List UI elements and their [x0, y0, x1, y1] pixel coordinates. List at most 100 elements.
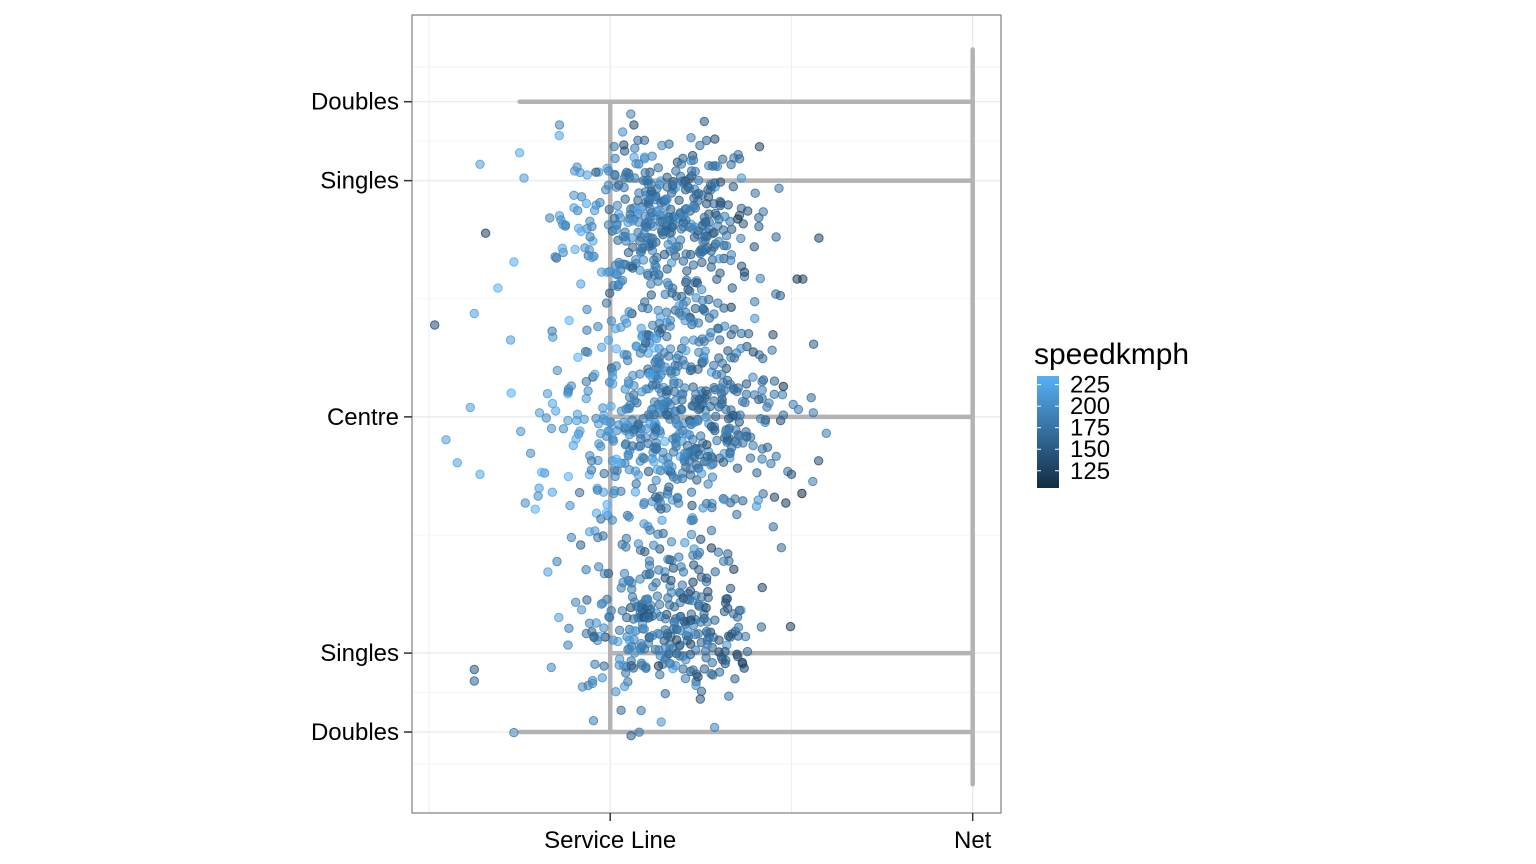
- data-point: [603, 426, 613, 436]
- data-point: [757, 454, 767, 464]
- data-point: [691, 293, 701, 303]
- data-point: [541, 413, 551, 423]
- data-point: [708, 670, 718, 680]
- data-point: [637, 660, 647, 671]
- data-point: [713, 298, 723, 308]
- data-point: [639, 519, 649, 529]
- data-point: [668, 434, 678, 444]
- data-point: [778, 381, 789, 392]
- data-point: [734, 154, 745, 164]
- data-point: [694, 175, 704, 186]
- data-point: [719, 303, 729, 313]
- data-point: [736, 343, 746, 354]
- data-point: [695, 694, 705, 704]
- data-point: [596, 514, 606, 524]
- legend-label: 225: [1070, 372, 1110, 399]
- data-point: [622, 612, 632, 623]
- data-point: [599, 468, 609, 479]
- data-point: [703, 185, 713, 195]
- data-point: [689, 544, 699, 554]
- data-point: [590, 659, 600, 669]
- data-point: [729, 384, 739, 395]
- data-point: [581, 393, 591, 404]
- data-point: [729, 353, 739, 363]
- data-point: [709, 722, 720, 733]
- data-point: [591, 618, 601, 628]
- x-axis: Service Line Net: [544, 813, 992, 854]
- data-point: [582, 595, 592, 605]
- data-point: [655, 611, 666, 622]
- data-point: [749, 242, 759, 252]
- data-point: [575, 167, 585, 178]
- data-point: [554, 120, 565, 130]
- data-point: [644, 369, 655, 380]
- data-point: [563, 471, 574, 482]
- data-point: [627, 584, 637, 594]
- data-point: [430, 320, 440, 330]
- data-point: [645, 419, 655, 429]
- data-point: [659, 366, 670, 376]
- data-point: [569, 203, 579, 213]
- data-point: [662, 264, 672, 274]
- data-point: [686, 529, 697, 540]
- data-point: [649, 397, 660, 407]
- data-point: [614, 654, 625, 664]
- data-point: [663, 593, 673, 603]
- data-point: [667, 222, 677, 233]
- data-point: [690, 303, 701, 314]
- data-point: [575, 426, 585, 436]
- data-point: [692, 278, 702, 288]
- data-point: [732, 509, 742, 520]
- data-point: [680, 383, 690, 393]
- data-point: [581, 565, 591, 575]
- data-point: [797, 488, 807, 499]
- data-point: [649, 409, 659, 420]
- data-point: [649, 540, 659, 550]
- data-point: [591, 167, 601, 177]
- data-point: [631, 341, 641, 351]
- data-point: [635, 456, 645, 466]
- data-point: [639, 624, 649, 634]
- data-point: [576, 605, 587, 615]
- data-point: [721, 427, 731, 437]
- data-point: [626, 731, 636, 741]
- data-point: [620, 384, 630, 394]
- data-point: [808, 408, 818, 418]
- data-point: [697, 468, 707, 479]
- data-point: [668, 472, 679, 482]
- data-point: [657, 399, 668, 410]
- data-point: [678, 355, 688, 365]
- data-point: [676, 404, 686, 414]
- data-point: [710, 134, 720, 144]
- data-point: [813, 456, 824, 466]
- data-point: [586, 465, 597, 475]
- data-point: [696, 431, 706, 441]
- data-point: [771, 232, 781, 242]
- data-point: [564, 315, 574, 326]
- data-point: [694, 394, 705, 404]
- data-point: [707, 502, 717, 513]
- data-point: [682, 441, 693, 451]
- data-point: [659, 249, 670, 260]
- data-point: [614, 625, 625, 635]
- data-point: [688, 260, 699, 270]
- data-point: [757, 444, 767, 454]
- data-point: [612, 219, 622, 229]
- data-point: [808, 339, 819, 349]
- data-point: [730, 494, 740, 504]
- data-point: [657, 140, 667, 151]
- data-point: [720, 598, 731, 608]
- data-point: [608, 436, 619, 446]
- data-point: [657, 515, 667, 525]
- data-point: [711, 411, 721, 422]
- data-point: [662, 172, 672, 183]
- data-point: [572, 415, 582, 426]
- data-point: [733, 214, 743, 224]
- data-point: [616, 705, 626, 715]
- data-point: [748, 372, 758, 382]
- data-point: [714, 635, 724, 645]
- data-point: [686, 609, 696, 619]
- data-point: [687, 401, 697, 411]
- legend-label: 150: [1070, 436, 1110, 463]
- data-point: [469, 664, 479, 675]
